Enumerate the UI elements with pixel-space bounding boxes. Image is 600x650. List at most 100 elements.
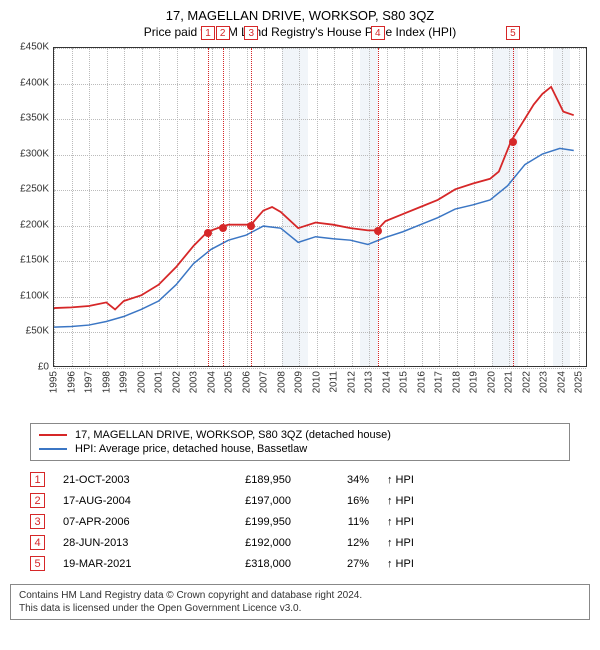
x-tick-label: 2023 [539, 371, 550, 393]
y-tick-label: £100K [20, 290, 49, 301]
marker-line [378, 48, 379, 366]
sales-date: 17-AUG-2004 [63, 495, 173, 507]
x-tick-label: 2001 [154, 371, 165, 393]
y-tick-label: £300K [20, 148, 49, 159]
sales-pct: 12% [309, 537, 369, 549]
x-tick-label: 2024 [556, 371, 567, 393]
x-tick-label: 2005 [224, 371, 235, 393]
legend-row: HPI: Average price, detached house, Bass… [39, 442, 561, 456]
legend: 17, MAGELLAN DRIVE, WORKSOP, S80 3QZ (de… [30, 423, 570, 461]
sales-price: £192,000 [191, 537, 291, 549]
x-axis: 1995199619971998199920002001200220032004… [53, 369, 587, 417]
marker-dot [219, 224, 227, 232]
legend-swatch [39, 434, 67, 436]
sales-date: 07-APR-2006 [63, 516, 173, 528]
y-tick-label: £250K [20, 184, 49, 195]
x-tick-label: 2000 [136, 371, 147, 393]
marker-line [513, 48, 514, 366]
x-tick-label: 2025 [574, 371, 585, 393]
sales-price: £199,950 [191, 516, 291, 528]
sales-row: 4 28-JUN-2013 £192,000 12% ↑ HPI [30, 532, 570, 553]
sales-date: 28-JUN-2013 [63, 537, 173, 549]
x-tick-label: 2004 [206, 371, 217, 393]
footer-line2: This data is licensed under the Open Gov… [19, 602, 581, 615]
sales-arrow: ↑ HPI [387, 558, 437, 570]
line-svg [54, 48, 586, 366]
plot-area: 12345 [53, 47, 587, 367]
marker-badge: 1 [201, 26, 215, 40]
y-tick-label: £200K [20, 219, 49, 230]
x-tick-label: 1997 [84, 371, 95, 393]
y-tick-label: £150K [20, 255, 49, 266]
sales-pct: 34% [309, 474, 369, 486]
x-tick-label: 2010 [311, 371, 322, 393]
sales-badge: 4 [30, 535, 45, 550]
y-tick-label: £400K [20, 77, 49, 88]
legend-label: 17, MAGELLAN DRIVE, WORKSOP, S80 3QZ (de… [75, 429, 391, 441]
x-tick-label: 2009 [294, 371, 305, 393]
x-tick-label: 2007 [259, 371, 270, 393]
legend-label: HPI: Average price, detached house, Bass… [75, 443, 307, 455]
sales-row: 5 19-MAR-2021 £318,000 27% ↑ HPI [30, 553, 570, 574]
sales-arrow: ↑ HPI [387, 474, 437, 486]
x-tick-label: 2022 [521, 371, 532, 393]
x-tick-label: 2017 [434, 371, 445, 393]
x-tick-label: 2006 [241, 371, 252, 393]
x-tick-label: 1996 [66, 371, 77, 393]
marker-dot [204, 229, 212, 237]
sales-price: £318,000 [191, 558, 291, 570]
marker-badge: 3 [244, 26, 258, 40]
sales-row: 217-AUG-2004£197,00016%↑ HPI [30, 490, 570, 511]
x-tick-label: 1995 [49, 371, 60, 393]
series-line-price_paid [54, 87, 574, 310]
marker-badge: 5 [506, 26, 520, 40]
y-tick-label: £350K [20, 113, 49, 124]
sales-arrow: ↑ HPI [387, 516, 437, 528]
y-axis: £0£50K£100K£150K£200K£250K£300K£350K£400… [5, 47, 53, 367]
x-tick-label: 2003 [189, 371, 200, 393]
x-tick-label: 2013 [364, 371, 375, 393]
y-tick-label: £450K [20, 42, 49, 53]
sales-row: 3 07-APR-2006 £199,950 11% ↑ HPI [30, 511, 570, 532]
footer-attribution: Contains HM Land Registry data © Crown c… [10, 584, 590, 620]
marker-dot [509, 138, 517, 146]
sales-pct: 27% [309, 558, 369, 570]
legend-swatch [39, 448, 67, 450]
sales-row: 121-OCT-2003£189,95034%↑ HPI [30, 469, 570, 490]
chart-title: 17, MAGELLAN DRIVE, WORKSOP, S80 3QZ [4, 8, 596, 23]
legend-row: 17, MAGELLAN DRIVE, WORKSOP, S80 3QZ (de… [39, 428, 561, 442]
sales-arrow: ↑ HPI [387, 537, 437, 549]
marker-badge: 4 [371, 26, 385, 40]
sales-table: 121-OCT-2003£189,95034%↑ HPI217-AUG-2004… [30, 469, 570, 574]
sales-date: 21-OCT-2003 [63, 474, 173, 486]
sales-badge: 3 [30, 514, 45, 529]
sales-badge: 2 [30, 493, 45, 508]
sales-date: 19-MAR-2021 [63, 558, 173, 570]
x-tick-label: 2008 [276, 371, 287, 393]
x-tick-label: 2011 [329, 371, 340, 393]
sales-badge: 1 [30, 472, 45, 487]
sales-pct: 11% [309, 516, 369, 528]
chart-area: £0 £50K £100K £150K £200K £250K £300K £350K £400… [5, 47, 595, 417]
footer-line1: Contains HM Land Registry data © Crown c… [19, 589, 581, 602]
marker-badge: 2 [216, 26, 230, 40]
x-tick-label: 1998 [101, 371, 112, 393]
x-tick-label: 2012 [346, 371, 357, 393]
x-tick-label: 1999 [119, 371, 130, 393]
marker-dot [374, 227, 382, 235]
x-tick-label: 2020 [486, 371, 497, 393]
sales-badge: 5 [30, 556, 45, 571]
chart-container: 17, MAGELLAN DRIVE, WORKSOP, S80 3QZ Pri… [0, 0, 600, 628]
marker-line [223, 48, 224, 366]
marker-line [251, 48, 252, 366]
x-tick-label: 2018 [451, 371, 462, 393]
x-tick-label: 2015 [399, 371, 410, 393]
x-tick-label: 2002 [171, 371, 182, 393]
x-tick-label: 2021 [504, 371, 515, 393]
y-tick-label: £0 [38, 362, 49, 373]
marker-dot [247, 222, 255, 230]
y-tick-label: £50K [26, 326, 49, 337]
x-tick-label: 2019 [469, 371, 480, 393]
sales-arrow: ↑ HPI [387, 495, 437, 507]
marker-line [208, 48, 209, 366]
